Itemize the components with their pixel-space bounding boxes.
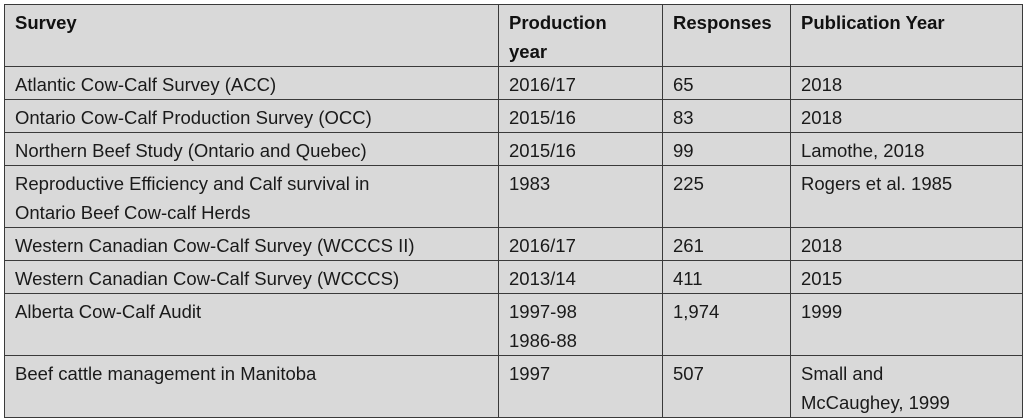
responses-cell: 411 xyxy=(662,260,791,294)
responses-cell: 83 xyxy=(662,99,791,133)
cell-text: Western Canadian Cow-Calf Survey (WCCCS … xyxy=(15,235,415,256)
table-row: Reproductive Efficiency and Calf surviva… xyxy=(4,165,1023,228)
cell-text: Alberta Cow-Calf Audit xyxy=(15,301,202,322)
cell-text: 507 xyxy=(673,363,704,384)
table-row: Atlantic Cow-Calf Survey (ACC) 2016/17 65 2… xyxy=(4,66,1023,100)
production-year-cell: 2015/16 xyxy=(498,99,663,133)
cell-text: 65 xyxy=(673,74,694,95)
production-year-cell: 1983 xyxy=(498,165,663,228)
production-year-cell: 2016/17 xyxy=(498,66,663,100)
table-row: Alberta Cow-Calf Audit 1997-98 1986-88 1,97… xyxy=(4,293,1023,356)
cell-text: Northern Beef Study (Ontario and Quebec) xyxy=(15,140,367,161)
cell-text: 1,974 xyxy=(673,301,720,322)
cell-text: 2015 xyxy=(801,268,843,289)
header-responses: Responses xyxy=(662,4,791,67)
survey-cell: Northern Beef Study (Ontario and Quebec) xyxy=(4,132,499,166)
cell-text: Reproductive Efficiency and Calf surviva… xyxy=(15,173,370,194)
cell-text: 2015/16 xyxy=(509,107,576,128)
header-row: Survey Production year Responses Publication… xyxy=(4,4,1023,67)
publication-year-cell: 2015 xyxy=(790,260,1023,294)
cell-text: Atlantic Cow-Calf Survey (ACC) xyxy=(15,74,277,95)
cell-text: 1986-88 xyxy=(509,330,577,351)
header-text: Survey xyxy=(15,12,77,33)
cell-text: 83 xyxy=(673,107,694,128)
survey-cell: Alberta Cow-Calf Audit xyxy=(4,293,499,356)
table-row: Western Canadian Cow-Calf Survey (WCCCS … xyxy=(4,227,1023,261)
cell-text: 2015/16 xyxy=(509,140,576,161)
survey-cell: Reproductive Efficiency and Calf surviva… xyxy=(4,165,499,228)
cell-text: McCaughey, 1999 xyxy=(801,392,950,413)
header-production-year: Production year xyxy=(498,4,663,67)
cell-text: 99 xyxy=(673,140,694,161)
production-year-cell: 2015/16 xyxy=(498,132,663,166)
production-year-cell: 1997 xyxy=(498,355,663,418)
responses-cell: 65 xyxy=(662,66,791,100)
production-year-cell: 2016/17 xyxy=(498,227,663,261)
table-row: Northern Beef Study (Ontario and Quebec)… xyxy=(4,132,1023,166)
cell-text: 2013/14 xyxy=(509,268,576,289)
survey-table: Survey Production year Responses Publication… xyxy=(4,4,1023,418)
table-row: Ontario Cow-Calf Production Survey (OCC)… xyxy=(4,99,1023,133)
header-text: Responses xyxy=(673,12,772,33)
cell-text: 1999 xyxy=(801,301,843,322)
cell-text: Ontario Cow-Calf Production Survey (OCC) xyxy=(15,107,372,128)
header-publication-year: Publication Year xyxy=(790,4,1023,67)
cell-text: 225 xyxy=(673,173,704,194)
header-survey: Survey xyxy=(4,4,499,67)
header-text: year xyxy=(509,41,548,62)
cell-text: 2018 xyxy=(801,107,843,128)
cell-text: 2018 xyxy=(801,74,843,95)
cell-text: 1997 xyxy=(509,363,551,384)
publication-year-cell: 2018 xyxy=(790,99,1023,133)
cell-text: 411 xyxy=(673,268,703,289)
header-text: Publication Year xyxy=(801,12,945,33)
responses-cell: 261 xyxy=(662,227,791,261)
publication-year-cell: Lamothe, 2018 xyxy=(790,132,1023,166)
survey-cell: Western Canadian Cow-Calf Survey (WCCCS … xyxy=(4,227,499,261)
publication-year-cell: 2018 xyxy=(790,227,1023,261)
publication-year-cell: 1999 xyxy=(790,293,1023,356)
survey-cell: Beef cattle management in Manitoba xyxy=(4,355,499,418)
cell-text: 1997-98 xyxy=(509,301,577,322)
publication-year-cell: Rogers et al. 1985 xyxy=(790,165,1023,228)
table-row: Beef cattle management in Manitoba 1997 50… xyxy=(4,355,1023,418)
cell-text: 1983 xyxy=(509,173,551,194)
cell-text: Ontario Beef Cow-calf Herds xyxy=(15,202,251,223)
cell-text: Small and xyxy=(801,363,884,384)
responses-cell: 225 xyxy=(662,165,791,228)
production-year-cell: 2013/14 xyxy=(498,260,663,294)
publication-year-cell: 2018 xyxy=(790,66,1023,100)
survey-cell: Atlantic Cow-Calf Survey (ACC) xyxy=(4,66,499,100)
cell-text: Beef cattle management in Manitoba xyxy=(15,363,317,384)
production-year-cell: 1997-98 1986-88 xyxy=(498,293,663,356)
responses-cell: 99 xyxy=(662,132,791,166)
cell-text: 2016/17 xyxy=(509,74,576,95)
responses-cell: 507 xyxy=(662,355,791,418)
cell-text: 261 xyxy=(673,235,704,256)
cell-text: Lamothe, 2018 xyxy=(801,140,925,161)
header-text: Production xyxy=(509,12,607,33)
publication-year-cell: Small and McCaughey, 1999 xyxy=(790,355,1023,418)
survey-cell: Western Canadian Cow-Calf Survey (WCCCS) xyxy=(4,260,499,294)
responses-cell: 1,974 xyxy=(662,293,791,356)
cell-text: Rogers et al. 1985 xyxy=(801,173,953,194)
cell-text: 2018 xyxy=(801,235,843,256)
survey-cell: Ontario Cow-Calf Production Survey (OCC) xyxy=(4,99,499,133)
table-row: Western Canadian Cow-Calf Survey (WCCCS)… xyxy=(4,260,1023,294)
cell-text: 2016/17 xyxy=(509,235,576,256)
cell-text: Western Canadian Cow-Calf Survey (WCCCS) xyxy=(15,268,400,289)
